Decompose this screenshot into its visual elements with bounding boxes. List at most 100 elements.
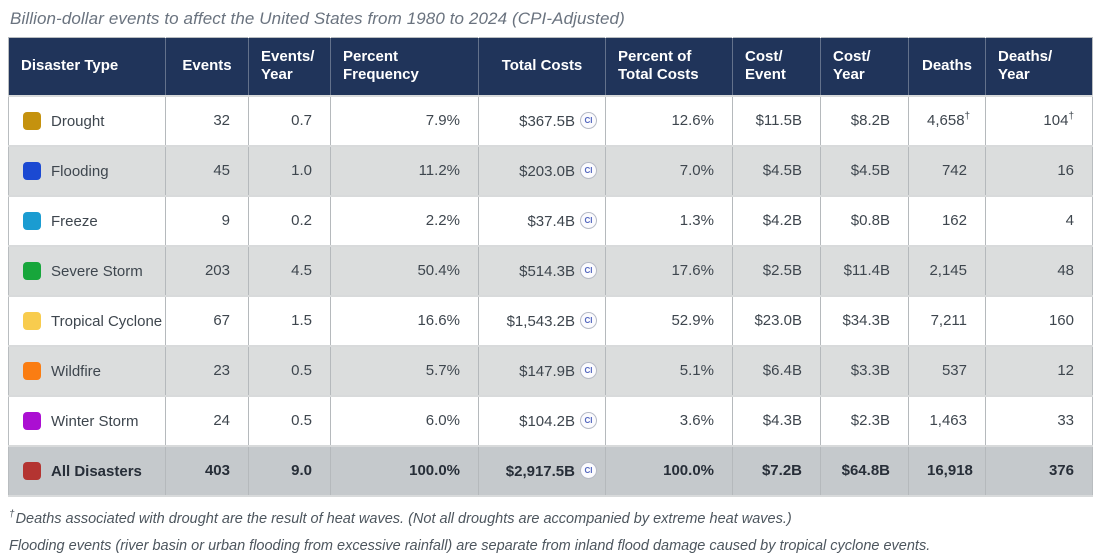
cell-cost_per_year: $0.8B xyxy=(820,195,909,247)
cell-deaths: 537 xyxy=(908,345,986,397)
cell-total_costs: $203.0B CI xyxy=(478,145,606,197)
cell-value: 6.0% xyxy=(425,412,460,429)
cell-deaths_per_year: 12 xyxy=(985,345,1093,397)
page-title: Billion-dollar events to affect the Unit… xyxy=(10,9,625,28)
col-header-cost_per_event: Cost/Event xyxy=(732,37,821,97)
cell-cost_per_year: $11.4B xyxy=(820,245,909,297)
cell-value: $11.4B xyxy=(843,262,890,279)
disaster-color-swatch xyxy=(23,161,41,180)
cell-cost_per_event: $4.3B xyxy=(732,395,821,447)
cell-value: $203.0B xyxy=(519,162,575,180)
cell-events_per_year: 0.5 xyxy=(248,345,331,397)
ci-badge[interactable]: CI xyxy=(580,311,597,329)
ci-badge[interactable]: CI xyxy=(580,411,597,429)
cell-total_costs: $147.9B CI xyxy=(478,345,606,397)
cell-events_per_year: 4.5 xyxy=(248,245,331,297)
table-row-drought: Drought 32 0.7 7.9% $367.5B CI 12.6% $11.5B $8.2… xyxy=(8,95,1093,147)
col-header-percent_of_total_costs: Percent of Total Costs xyxy=(605,37,733,97)
ci-badge[interactable]: CI xyxy=(580,211,597,229)
table-row-wildfire: Wildfire 23 0.5 5.7% $147.9B CI 5.1% $6.4B $3.3B… xyxy=(8,345,1093,397)
ci-badge[interactable]: CI xyxy=(580,161,597,179)
cell-value: 0.5 xyxy=(291,362,312,379)
col-header-total_costs: Total Costs xyxy=(478,37,606,97)
cell-disaster_type: Wildfire xyxy=(8,345,166,397)
cell-deaths: 162 xyxy=(908,195,986,247)
cell-value: $11.5B xyxy=(755,112,802,129)
cell-value: $4.5B xyxy=(762,162,802,179)
cell-disaster_type: Freeze xyxy=(8,195,166,247)
cell-disaster_type: Tropical Cyclone xyxy=(8,295,166,347)
cell-events_per_year: 1.0 xyxy=(248,145,331,197)
cell-value: 1.3% xyxy=(679,212,714,229)
disaster-color-swatch xyxy=(23,211,41,230)
cell-deaths: 16,918 xyxy=(908,445,986,497)
cell-deaths_per_year: 4 xyxy=(985,195,1093,247)
cell-value: 104 xyxy=(1043,112,1069,129)
cell-value: 17.6% xyxy=(671,262,714,279)
disaster-type-label: Freeze xyxy=(51,212,98,230)
footnote-text: Flooding events (river basin or urban fl… xyxy=(9,537,931,554)
cell-value: $4.3B xyxy=(762,412,802,429)
cell-value: 16,918 xyxy=(927,462,973,479)
cell-value: 162 xyxy=(941,212,967,229)
cell-value: $34.3B xyxy=(842,312,890,329)
cell-cost_per_year: $64.8B xyxy=(820,445,909,497)
disaster-color-swatch xyxy=(23,461,41,480)
ci-badge[interactable]: CI xyxy=(580,361,597,379)
col-header-deaths: Deaths xyxy=(908,37,986,97)
cell-cost_per_event: $4.5B xyxy=(732,145,821,197)
cell-percent_frequency: 7.9% xyxy=(330,95,479,147)
cell-events: 32 xyxy=(165,95,249,147)
cell-total_costs: $37.4B CI xyxy=(478,195,606,247)
disaster-color-swatch xyxy=(23,111,41,130)
cell-deaths: 1,463 xyxy=(908,395,986,447)
cell-total_costs: $514.3B CI xyxy=(478,245,606,297)
cell-cost_per_event: $4.2B xyxy=(732,195,821,247)
cell-value: 50.4% xyxy=(417,262,460,279)
cell-value: 5.7% xyxy=(425,362,460,379)
col-header-disaster_type: Disaster Type xyxy=(8,37,166,97)
billion-dollar-disasters-table: Disaster Type Events Events/Year Percent Fre… xyxy=(8,37,1093,497)
cell-cost_per_year: $34.3B xyxy=(820,295,909,347)
cell-value: 12 xyxy=(1057,362,1074,379)
cell-events: 203 xyxy=(165,245,249,297)
cell-value: $2,917.5B xyxy=(505,462,575,480)
cell-value: 0.5 xyxy=(291,412,312,429)
cell-value: $2.5B xyxy=(762,262,802,279)
cell-total_costs: $367.5B CI xyxy=(478,95,606,147)
table-header-row: Disaster Type Events Events/Year Percent Fre… xyxy=(8,37,1093,97)
cell-value: 32 xyxy=(213,112,230,129)
cell-percent_frequency: 100.0% xyxy=(330,445,479,497)
cell-value: 9 xyxy=(221,212,230,229)
ci-badge[interactable]: CI xyxy=(580,111,597,129)
disaster-type-label: Drought xyxy=(51,112,105,130)
cell-value: 4 xyxy=(1065,212,1074,229)
disaster-color-swatch xyxy=(23,361,41,380)
cell-value: $0.8B xyxy=(850,212,890,229)
cell-total_costs: $104.2B CI xyxy=(478,395,606,447)
ci-badge[interactable]: CI xyxy=(580,261,597,279)
cell-deaths: 4,658† xyxy=(908,95,986,147)
cell-value: 376 xyxy=(1048,462,1074,479)
cell-percent_frequency: 11.2% xyxy=(330,145,479,197)
cell-deaths_per_year: 376 xyxy=(985,445,1093,497)
cell-events_per_year: 0.2 xyxy=(248,195,331,247)
cell-disaster_type: Flooding xyxy=(8,145,166,197)
footnote-drought-deaths: †Deaths associated with drought are the … xyxy=(9,508,1090,529)
disaster-color-swatch xyxy=(23,311,41,330)
cell-value: 33 xyxy=(1057,412,1074,429)
cell-value: $7.2B xyxy=(761,462,802,479)
cell-value: $1,543.2B xyxy=(506,312,575,330)
cell-cost_per_year: $2.3B xyxy=(820,395,909,447)
cell-percent_frequency: 16.6% xyxy=(330,295,479,347)
cell-value: 3.6% xyxy=(679,412,714,429)
cell-deaths: 7,211 xyxy=(908,295,986,347)
cell-percent_frequency: 50.4% xyxy=(330,245,479,297)
cell-cost_per_event: $6.4B xyxy=(732,345,821,397)
cell-value: 12.6% xyxy=(671,112,714,129)
cell-cost_per_event: $2.5B xyxy=(732,245,821,297)
col-header-events: Events xyxy=(165,37,249,97)
cell-value: $514.3B xyxy=(519,262,575,280)
cell-value: 1.0 xyxy=(291,162,312,179)
ci-badge[interactable]: CI xyxy=(580,461,597,479)
